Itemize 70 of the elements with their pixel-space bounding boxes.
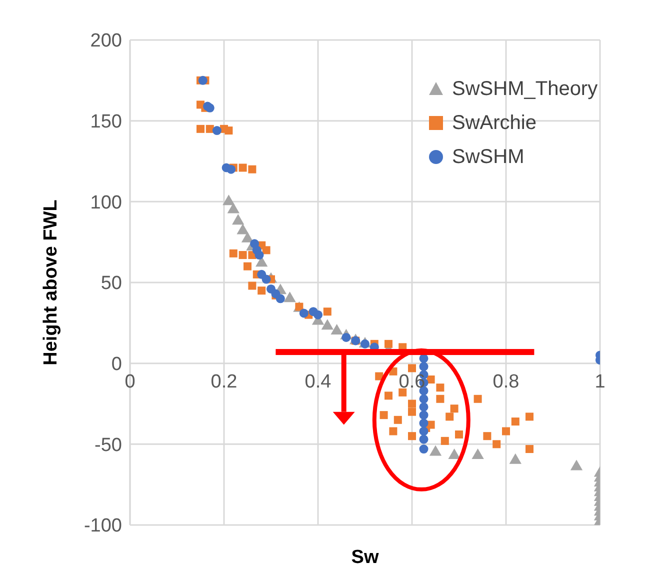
point [323,308,332,316]
y-tick-label: -50 [94,434,122,456]
point [408,364,416,372]
point [254,250,264,260]
point [248,165,256,174]
point [492,440,501,448]
point [375,372,384,380]
point [238,164,247,172]
point [212,126,222,136]
point [419,402,428,412]
point [450,404,458,413]
point [436,394,444,403]
point [389,427,398,436]
point [408,432,416,440]
point [502,427,510,436]
legend-label: SwArchie [452,112,536,134]
point [384,392,392,400]
point [360,339,370,348]
point [436,384,444,392]
point [313,310,323,320]
y-tick-label: 100 [90,192,122,214]
point [419,394,428,404]
y-tick-label: 0 [111,354,122,376]
point [511,418,520,426]
x-axis-title: Sw [351,547,379,568]
point [394,416,402,424]
point [408,408,416,416]
point [299,308,308,318]
point [419,418,428,428]
point [244,262,252,270]
point [419,410,428,420]
point [483,432,492,440]
point [526,445,534,454]
legend-label: SwSHM_Theory [452,78,598,100]
y-tick-label: 200 [90,30,122,52]
x-tick-label: 0.8 [492,371,520,392]
y-tick-label: 150 [90,112,122,133]
point [455,430,463,438]
point [238,251,247,260]
point [258,286,266,295]
point [226,164,236,174]
point [262,246,270,254]
point [224,126,233,135]
point [384,340,392,348]
x-tick-label: 0.4 [304,371,332,392]
y-axis-title: Height above FWL [40,199,62,366]
point [408,400,416,408]
point [419,444,428,454]
x-tick-label: 0 [124,371,136,392]
x-tick-label: 0.2 [210,371,238,392]
point [440,436,449,445]
x-tick-label: 1 [594,371,606,392]
point [196,124,204,133]
point [342,332,351,342]
point [474,394,482,403]
point [380,411,388,420]
point [446,412,454,421]
point [248,282,256,290]
point [229,249,238,258]
y-tick-label: 50 [100,273,122,294]
point [526,412,534,421]
point [419,434,428,444]
point [262,274,271,284]
point [419,362,428,372]
point [419,426,428,436]
point [198,76,208,85]
y-tick-label: -100 [84,516,122,537]
point [426,376,435,384]
point [276,294,285,304]
legend-label: SwSHM [452,146,524,168]
